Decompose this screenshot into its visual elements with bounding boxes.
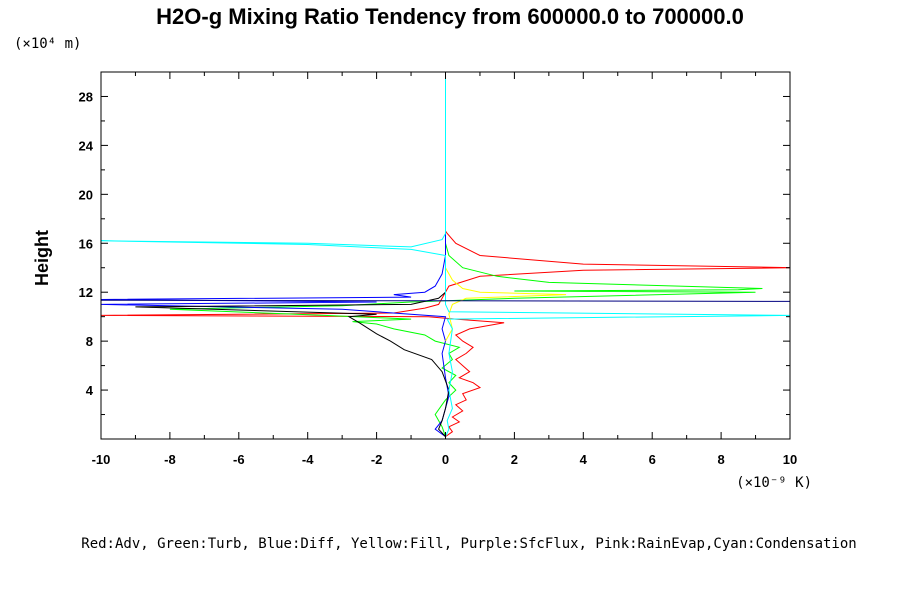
y-tick-label: 24 <box>79 138 94 153</box>
chart-title: H2O-g Mixing Ratio Tendency from 600000.… <box>156 4 744 29</box>
x-tick-label: 4 <box>580 452 588 467</box>
x-tick-label: 6 <box>649 452 656 467</box>
x-tick-label: 2 <box>511 452 518 467</box>
legend-text: Red:Adv, Green:Turb, Blue:Diff, Yellow:F… <box>81 536 856 552</box>
x-axis-unit: (×10⁻⁹ K) <box>736 475 812 491</box>
x-tick-label: -4 <box>302 452 314 467</box>
series-line-3 <box>101 72 450 438</box>
series-line-2 <box>169 72 763 437</box>
y-tick-label: 20 <box>79 187 93 202</box>
y-axis-unit: (×10⁴ m) <box>14 36 81 52</box>
x-tick-label: 0 <box>442 452 449 467</box>
series-line-4 <box>445 267 567 342</box>
y-tick-label: 8 <box>86 334 93 349</box>
x-tick-label: -2 <box>371 452 383 467</box>
y-tick-label: 12 <box>79 285 93 300</box>
series-line-6 <box>101 72 790 437</box>
x-tick-label: 10 <box>783 452 797 467</box>
x-tick-label: 8 <box>717 452 724 467</box>
series-line-5 <box>135 291 450 437</box>
series-line-7 <box>101 299 790 302</box>
x-tick-label: -10 <box>92 452 111 467</box>
y-axis-label: Height <box>32 230 52 286</box>
x-tick-label: -6 <box>233 452 245 467</box>
y-tick-label: 16 <box>79 236 93 251</box>
series-line-1 <box>101 72 790 438</box>
y-tick-label: 28 <box>79 89 93 104</box>
x-tick-label: -8 <box>164 452 176 467</box>
y-tick-label: 4 <box>86 383 94 398</box>
series-layer <box>101 72 790 438</box>
